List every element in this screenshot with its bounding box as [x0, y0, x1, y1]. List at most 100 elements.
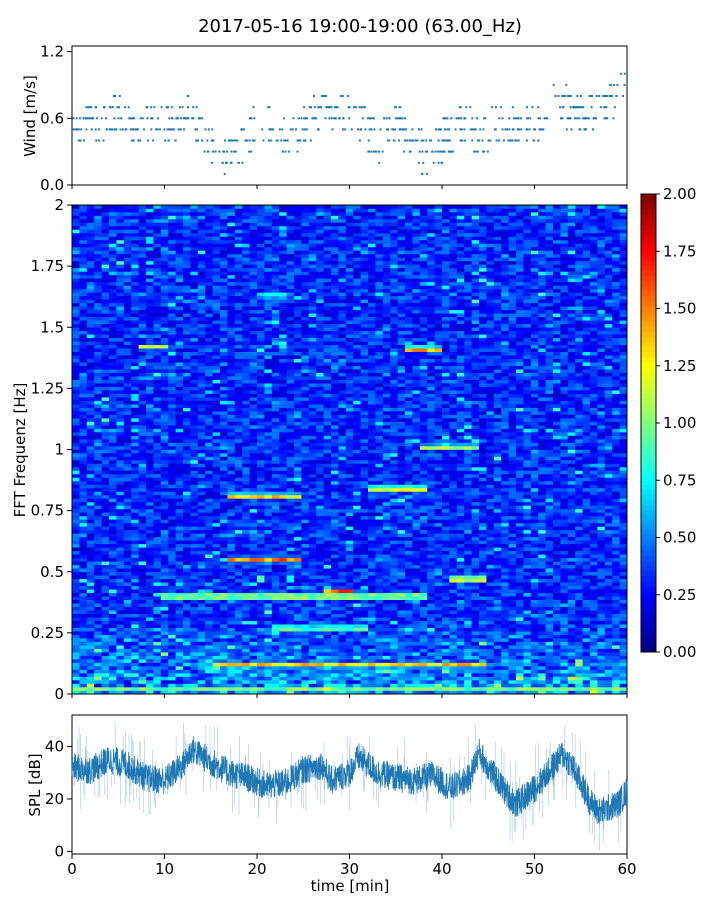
wind-point	[603, 117, 606, 120]
spectrogram-cell	[138, 669, 147, 674]
spectrogram-cell	[464, 554, 472, 559]
spectrogram-cell	[323, 596, 332, 600]
spectrogram-cell	[345, 606, 354, 611]
spectrogram-cell	[116, 568, 125, 573]
spectrogram-cell	[590, 592, 598, 597]
spectrogram-cell	[316, 522, 324, 527]
spectrogram-cell	[360, 624, 369, 628]
spectrogram-cell	[264, 491, 273, 496]
spectrogram-cell	[279, 624, 287, 628]
spectrogram-cell	[175, 505, 184, 510]
spectrogram-cell	[183, 494, 191, 499]
spectrogram-cell	[257, 662, 265, 667]
spectrogram-cell	[345, 501, 354, 506]
spectrogram-cell	[545, 540, 554, 545]
spectrogram-cell	[257, 596, 265, 600]
spectrogram-cell	[449, 687, 458, 691]
spectrogram-cell	[308, 515, 317, 520]
spectrogram-cell	[212, 666, 221, 670]
spectrogram-cell	[560, 585, 569, 590]
spectrogram-cell	[160, 561, 169, 566]
spectrogram-cell	[530, 498, 539, 503]
spectrogram-cell	[220, 645, 228, 649]
spectrogram-cell	[79, 536, 88, 541]
spectrogram-cell	[597, 680, 606, 684]
spectrogram-cell	[160, 645, 169, 649]
spectrogram-cell	[242, 508, 250, 513]
wind-point	[403, 128, 406, 131]
spectrogram-cell	[427, 676, 435, 681]
spectrogram-cell	[553, 554, 561, 559]
spectrogram-cell	[160, 515, 169, 520]
spectrogram-cell	[190, 638, 199, 642]
spectrogram-cell	[368, 624, 376, 628]
spectrogram-cell	[538, 526, 546, 531]
spectrogram-cell	[153, 575, 162, 580]
spectrogram-cell	[604, 655, 613, 660]
spectrogram-cell	[604, 529, 613, 534]
spectrogram-cell	[375, 582, 384, 587]
wind-point	[514, 117, 517, 120]
spectrogram-cell	[294, 505, 302, 510]
spectrogram-cell	[338, 687, 347, 691]
spectrogram-cell	[553, 690, 561, 695]
spectrogram-cell	[242, 561, 250, 566]
spectrogram-cell	[353, 561, 361, 566]
spectrogram-cell	[375, 680, 384, 684]
spectrogram-cell	[190, 498, 199, 503]
spectrogram-cell	[138, 561, 147, 566]
spectrogram-cell	[353, 683, 361, 688]
spectrogram-cell	[405, 505, 413, 510]
spectrogram-cell	[530, 648, 539, 653]
wind-point	[214, 150, 217, 153]
wind-point	[287, 150, 290, 153]
spectrogram-cell	[205, 540, 213, 545]
spectrogram-cell	[227, 631, 236, 635]
spectrogram-cell	[575, 561, 583, 566]
spectrogram-cell	[197, 491, 206, 496]
spectrogram-cell	[538, 589, 546, 593]
spectrogram-cell	[368, 575, 376, 580]
spectrogram-cell	[220, 512, 228, 517]
spectrogram-cell	[131, 568, 139, 573]
spectrogram-cell	[138, 592, 147, 597]
wind-point	[195, 139, 198, 142]
spectrogram-cell	[316, 683, 324, 688]
spectrogram-cell	[604, 645, 613, 649]
spectrogram-cell	[279, 519, 287, 524]
wind-point	[476, 139, 479, 142]
wind-point	[187, 106, 189, 109]
spectrogram-cell	[264, 554, 273, 559]
spectrogram-cell	[249, 606, 258, 611]
spectrogram-cell	[168, 659, 176, 663]
spectrogram-cell	[109, 526, 117, 531]
spectrogram-cell	[479, 505, 487, 510]
spectrogram-cell	[345, 536, 354, 541]
spectrogram-cell	[146, 603, 154, 607]
spectrogram-cell	[501, 536, 509, 541]
spectrogram-cell	[442, 676, 450, 681]
spectrogram-cell	[464, 547, 472, 552]
spectrogram-cell	[471, 690, 480, 695]
spectrogram-cell	[109, 638, 117, 642]
spectrogram-cell	[316, 606, 324, 611]
spectrogram-cell	[516, 606, 524, 611]
spectrogram-cell	[183, 683, 191, 688]
spectrogram-cell	[368, 529, 376, 534]
spectrogram-cell	[94, 536, 102, 541]
spectrogram-cell	[316, 690, 324, 695]
spectrogram-cell	[264, 610, 273, 614]
spectrogram-cell	[323, 508, 332, 513]
wind-point	[298, 117, 300, 120]
spectrogram-cell	[538, 592, 546, 597]
spectrogram-cell	[516, 585, 524, 590]
spectrogram-cell	[286, 599, 295, 604]
spectrogram-cell	[375, 627, 384, 632]
spectrogram-cell	[508, 652, 517, 656]
spectrogram-cell	[175, 529, 184, 534]
spectrogram-cell	[612, 564, 620, 569]
spectrogram-cell	[582, 501, 591, 506]
spectrogram-cell	[227, 655, 236, 660]
spectrogram-cell	[375, 589, 384, 593]
spectrogram-cell	[486, 655, 495, 660]
